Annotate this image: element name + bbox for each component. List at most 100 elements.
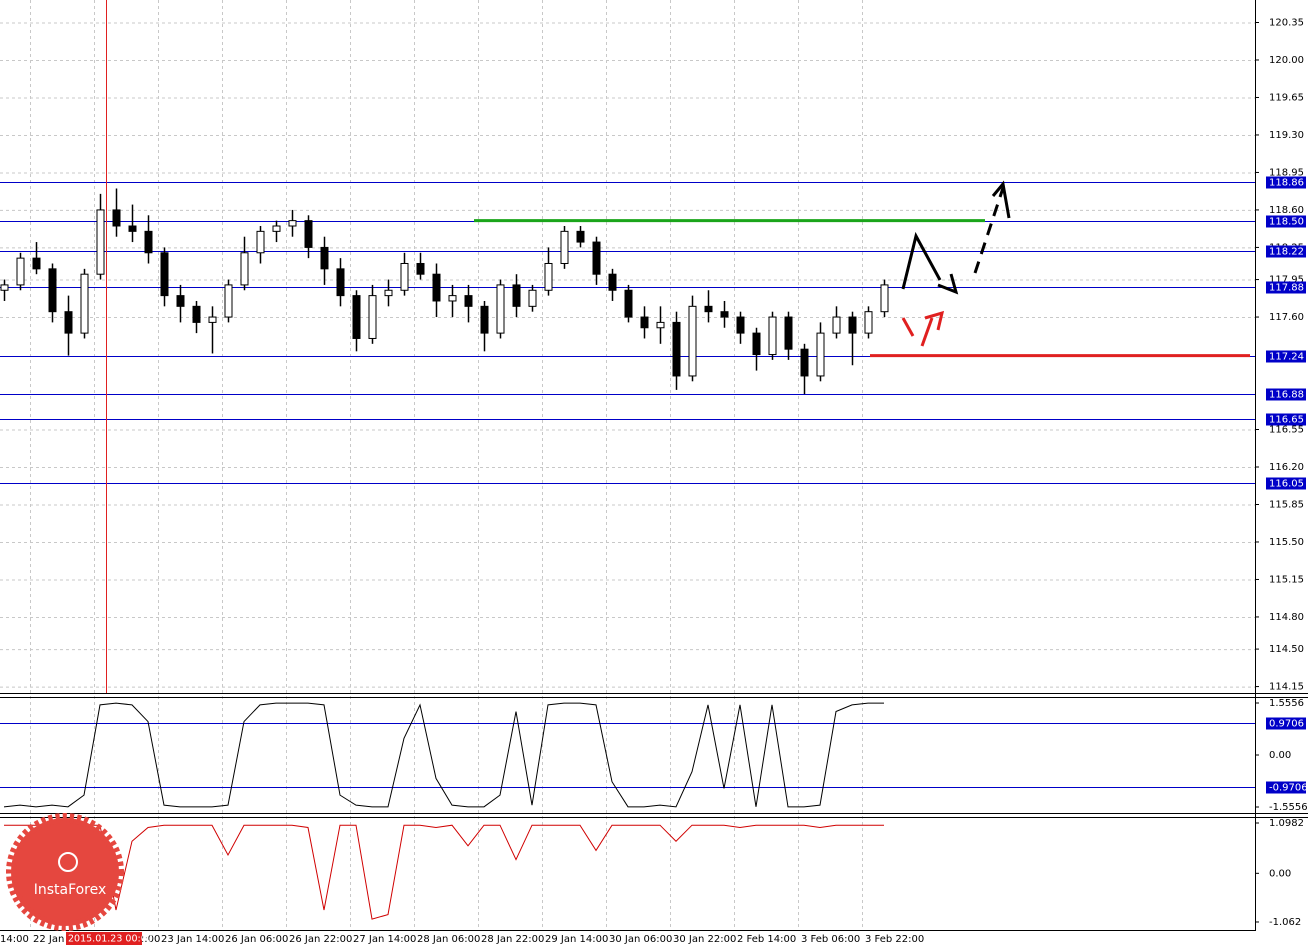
level-label: 118.22 [1269, 247, 1304, 258]
candle-body [832, 316, 841, 334]
indicator-line [3, 702, 884, 808]
level-label-box [1266, 215, 1306, 228]
candle-body [224, 284, 233, 318]
y-tick-label: 116.20 [1269, 462, 1304, 473]
candle-body [240, 252, 249, 286]
candle-body [176, 295, 185, 307]
candle-body [784, 316, 793, 350]
candle-body [128, 225, 137, 232]
candle-body [576, 230, 585, 243]
candle-body [528, 289, 537, 307]
y-tick-label: 115.50 [1269, 537, 1304, 548]
y-tick-label: 1.0982 [1269, 818, 1304, 829]
candle-body [64, 311, 73, 334]
candle-body [112, 209, 121, 227]
candle-body [512, 284, 521, 307]
candle-body [48, 268, 57, 313]
candle-body [336, 268, 345, 297]
x-tick-label: 23 Jan 14:00 [161, 934, 224, 945]
candle-body [704, 305, 713, 313]
candle-body [688, 305, 697, 377]
y-tick-label: 0.00 [1269, 868, 1291, 879]
level-label-box [1266, 781, 1306, 794]
candle-body [864, 311, 873, 334]
candle-body [656, 321, 665, 329]
level-label-box [1266, 350, 1306, 363]
candle-body [768, 316, 777, 356]
grid-layer [0, 0, 1255, 930]
level-label: 116.05 [1269, 479, 1304, 490]
candle-body [672, 321, 681, 377]
x-tick-label: 27 Jan 14:00 [353, 934, 416, 945]
arrow-up-down [901, 231, 942, 290]
candle-body [592, 241, 601, 275]
level-label-box [1266, 477, 1306, 490]
badge [6, 813, 124, 931]
level-label: 116.88 [1269, 390, 1304, 401]
candle-body [384, 289, 393, 297]
candle-body [16, 257, 25, 286]
y-tick-label: -1.5556 [1269, 802, 1308, 813]
level-label: -0.9706 [1269, 783, 1308, 794]
y-tick-label: 0.00 [1269, 750, 1291, 761]
cursor-label: 2015.01.23 00:00 [68, 934, 153, 945]
candle-body [624, 289, 633, 318]
candle-body [272, 225, 281, 232]
candle-body [96, 209, 105, 275]
watermark: InstaForex [34, 882, 107, 898]
x-tick-label: 30 Jan 22:00 [673, 934, 736, 945]
y-tick-label: 119.65 [1269, 92, 1304, 103]
candle-body [560, 230, 569, 264]
x-tick-label: 28 Jan 06:00 [417, 934, 480, 945]
arrow-red [920, 317, 934, 347]
x-tick-label: 28 Jan 22:00 [481, 934, 544, 945]
candle-body [160, 252, 169, 297]
y-tick-label: 1.5556 [1269, 698, 1304, 709]
candle-body [464, 295, 473, 307]
y-tick-label: 114.80 [1269, 612, 1304, 623]
candle-body [752, 332, 761, 356]
y-tick-label: 119.30 [1269, 130, 1304, 141]
candle-body [0, 284, 9, 291]
x-tick-label: 30 Jan 06:00 [609, 934, 672, 945]
arrow-head [937, 273, 959, 295]
y-tick-label: 116.55 [1269, 425, 1304, 436]
x-tick-label: 3 Feb 22:00 [865, 934, 924, 945]
candle-body [80, 273, 89, 334]
arrow-head-red [924, 310, 945, 331]
y-tick-label: -1.062 [1269, 917, 1301, 928]
candle-body [208, 316, 217, 323]
candle-body [640, 316, 649, 329]
arrow-red [901, 317, 915, 337]
candle-body [416, 262, 425, 275]
marks-layer [0, 0, 1255, 920]
y-tick-label: 115.85 [1269, 499, 1304, 510]
candle-body [304, 220, 313, 248]
candle-body [32, 257, 41, 270]
level-label-box [1266, 281, 1306, 294]
arrow-head [991, 180, 1011, 219]
candle-body [288, 220, 297, 227]
level-label: 118.86 [1269, 178, 1304, 189]
y-tick-label: 115.15 [1269, 574, 1304, 585]
candle-body [736, 316, 745, 334]
candle-body [144, 230, 153, 254]
candle-body [608, 273, 617, 291]
candle-body [848, 316, 857, 334]
level-label-box [1266, 413, 1306, 426]
candle-body [480, 305, 489, 334]
indicator-line [4, 824, 884, 920]
y-tick-label: 114.15 [1269, 682, 1304, 693]
candle-body [432, 273, 441, 302]
y-tick-label: 117.95 [1269, 275, 1304, 286]
level-label-box [1266, 176, 1306, 189]
badge-icon [58, 852, 78, 872]
candle-body [448, 295, 457, 302]
y-tick-label: 118.95 [1269, 167, 1304, 178]
candle-body [720, 311, 729, 318]
level-label: 0.9706 [1269, 719, 1304, 730]
x-tick-label: 26 Jan 22:00 [289, 934, 352, 945]
